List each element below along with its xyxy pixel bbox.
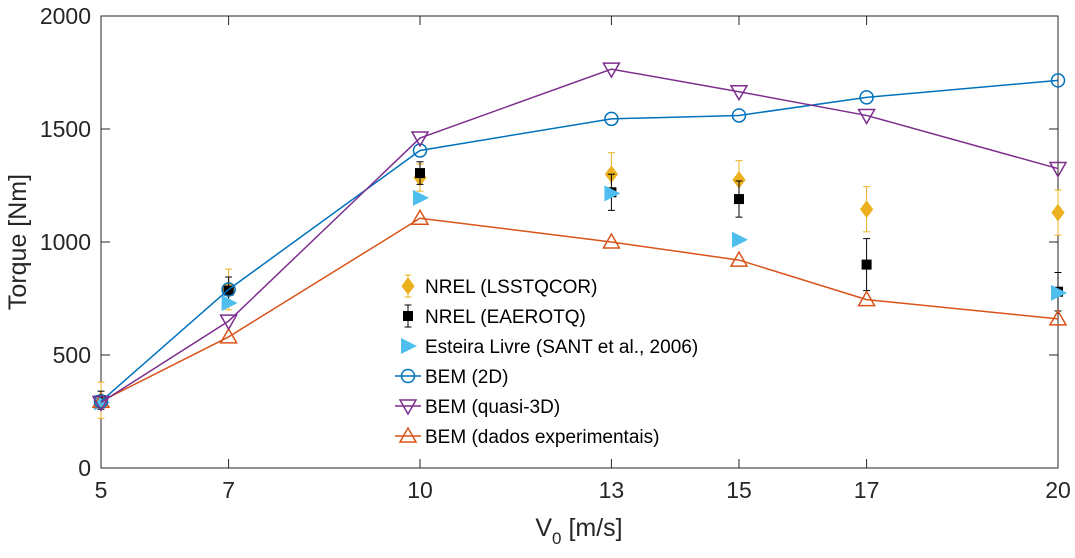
y-tick-label: 1000 xyxy=(40,229,91,255)
data-point xyxy=(604,111,619,127)
data-point xyxy=(219,327,238,344)
x-tick-label: 7 xyxy=(222,477,235,503)
legend-label: BEM (dados experimentais) xyxy=(425,427,659,448)
data-point xyxy=(410,131,430,148)
data-point xyxy=(602,232,621,249)
legend-label: Esteira Livre (SANT et al., 2006) xyxy=(425,337,698,358)
x-axis-title-sub: 0 xyxy=(552,529,561,548)
data-point xyxy=(602,62,621,79)
x-tick-label: 10 xyxy=(407,477,433,503)
data-point xyxy=(734,194,744,205)
plot-area xyxy=(100,15,1059,469)
y-axis-title: Torque [Nm] xyxy=(4,174,32,310)
series-4 xyxy=(91,62,1068,412)
x-axis-title: V0 [m/s] xyxy=(535,514,622,548)
legend: NREL (LSSTQCOR) NREL (EAEROTQ) Esteira Liv… xyxy=(395,274,698,448)
series-5 xyxy=(91,208,1068,409)
x-tick-label: 15 xyxy=(726,477,752,503)
legend-label: NREL (EAEROTQ) xyxy=(425,307,586,328)
data-point xyxy=(857,290,876,307)
data-point xyxy=(1048,309,1068,326)
y-tick-label: 0 xyxy=(78,455,91,481)
legend-entry: Esteira Livre (SANT et al., 2006) xyxy=(401,337,698,358)
axis-ticks: 5 7 10 13 15 17 20 0 500 1000 1500 2000 xyxy=(40,3,1071,503)
data-point xyxy=(221,282,236,297)
series-line xyxy=(100,68,1059,404)
data-point xyxy=(731,108,747,123)
data-point xyxy=(93,394,109,409)
data-point xyxy=(412,143,428,158)
x-axis-title-main: V xyxy=(535,514,552,542)
legend-marker xyxy=(401,277,415,295)
legend-label: BEM (quasi-3D) xyxy=(425,397,560,418)
x-tick-label: 20 xyxy=(1045,477,1071,503)
data-point xyxy=(604,185,621,202)
data-point xyxy=(859,90,874,105)
legend-entry: NREL (EAEROTQ) xyxy=(403,304,586,328)
data-point xyxy=(729,250,749,267)
x-axis-title-unit: [m/s] xyxy=(562,514,623,542)
data-point xyxy=(410,208,430,226)
data-point xyxy=(1050,73,1066,88)
data-point xyxy=(1051,203,1065,222)
legend-marker xyxy=(398,426,418,443)
series-3 xyxy=(93,73,1066,409)
y-tick-label: 500 xyxy=(53,342,91,368)
data-point xyxy=(91,395,111,412)
data-point xyxy=(859,200,874,219)
legend-label: NREL (LSSTQCOR) xyxy=(425,277,597,298)
legend-entry: BEM (2D) xyxy=(395,367,508,388)
legend-entry: NREL (LSSTQCOR) xyxy=(401,274,597,298)
data-point xyxy=(1048,161,1068,179)
data-point xyxy=(729,84,749,102)
x-tick-label: 17 xyxy=(854,477,880,503)
y-tick-label: 2000 xyxy=(40,3,91,29)
legend-label: BEM (2D) xyxy=(425,367,508,388)
legend-entry: BEM (quasi-3D) xyxy=(395,397,560,418)
data-point xyxy=(219,314,238,331)
legend-entry: BEM (dados experimentais) xyxy=(395,426,659,448)
series-layer xyxy=(91,62,1068,419)
data-point xyxy=(221,295,238,312)
x-tick-label: 5 xyxy=(95,477,108,503)
data-point xyxy=(732,231,748,248)
series-line xyxy=(100,79,1059,402)
legend-marker xyxy=(401,338,417,354)
legend-marker xyxy=(400,368,416,384)
data-point xyxy=(413,189,429,206)
data-point xyxy=(223,285,234,296)
y-tick-label: 1500 xyxy=(40,116,91,142)
data-point xyxy=(415,168,425,179)
legend-marker xyxy=(403,311,413,321)
data-point xyxy=(857,108,876,125)
legend-marker xyxy=(398,399,418,416)
series-line xyxy=(100,217,1059,402)
data-point xyxy=(861,259,872,270)
x-tick-label: 13 xyxy=(599,477,625,503)
data-point xyxy=(1051,284,1067,301)
